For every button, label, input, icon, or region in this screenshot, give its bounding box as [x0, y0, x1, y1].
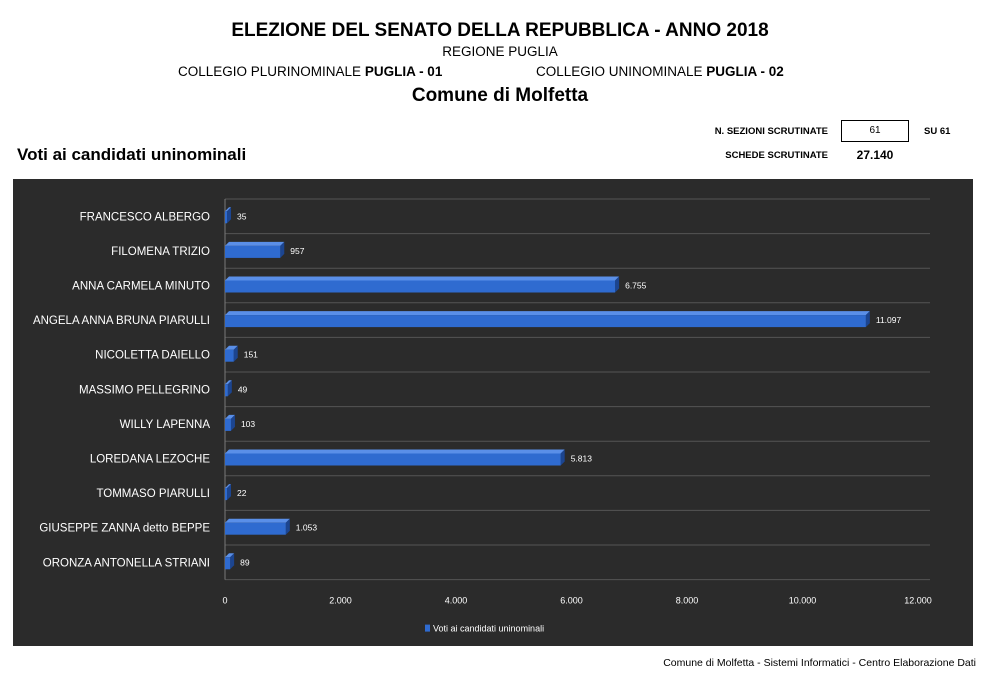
- sezioni-total: SU 61: [924, 126, 951, 137]
- bar: [225, 418, 231, 431]
- data-label: 35: [237, 211, 247, 221]
- category-label: GIUSEPPE ZANNA detto BEPPE: [39, 523, 210, 535]
- collegio-uninominale-value: PUGLIA - 02: [706, 64, 784, 79]
- legend-label: Voti ai candidati uninominali: [433, 624, 544, 634]
- bar: [225, 211, 228, 224]
- bar-end: [285, 518, 290, 535]
- category-label: MASSIMO PELLEGRINO: [79, 384, 210, 396]
- bar-end: [227, 207, 232, 224]
- bar-end: [560, 449, 565, 466]
- data-label: 89: [240, 557, 250, 567]
- data-label: 1.053: [296, 523, 318, 533]
- sezioni-value: 61: [841, 120, 909, 142]
- bar-end: [615, 276, 620, 293]
- collegio-plurinominale-label: COLLEGIO PLURINOMINALE: [178, 64, 365, 79]
- bar-chart: 0 2.000 4.000 6.000 8.000 10.000 12.000 FRANCES…: [13, 179, 973, 646]
- data-label: 103: [241, 419, 255, 429]
- category-label: FRANCESCO ALBERGO: [80, 211, 210, 223]
- bar-top: [225, 553, 235, 558]
- data-label: 5.813: [571, 454, 593, 464]
- election-title: ELEZIONE DEL SENATO DELLA REPUBBLICA - A…: [231, 20, 769, 41]
- bar: [225, 349, 234, 362]
- category-label: FILOMENA TRIZIO: [111, 246, 210, 258]
- bar-top: [225, 276, 620, 281]
- bar-top: [225, 518, 290, 523]
- bar-top: [225, 449, 565, 454]
- collegio-plurinominale-value: PUGLIA - 01: [364, 64, 443, 79]
- bar-top: [225, 345, 238, 350]
- x-tick-label: 10.000: [789, 596, 817, 606]
- bar: [225, 557, 231, 570]
- x-tick-label: 2.000: [329, 596, 352, 606]
- sezioni-label: N. SEZIONI SCRUTINATE: [714, 126, 828, 137]
- data-label: 22: [237, 488, 247, 498]
- bar-top: [225, 241, 285, 246]
- category-label: ANNA CARMELA MINUTO: [72, 281, 210, 293]
- bar-top: [225, 414, 235, 419]
- collegio-uninominale-label: COLLEGIO UNINOMINALE: [536, 64, 707, 79]
- data-label: 151: [244, 350, 258, 360]
- chart-area: 0 2.000 4.000 6.000 8.000 10.000 12.000 FRANCES…: [13, 179, 973, 646]
- bar-top: [225, 380, 232, 385]
- data-label: 11.097: [876, 315, 902, 325]
- bar-end: [230, 553, 235, 570]
- legend-swatch: [425, 624, 430, 632]
- x-tick-label: 6.000: [560, 596, 583, 606]
- collegio-plurinominale: COLLEGIO PLURINOMINALE PUGLIA - 01: [178, 64, 442, 79]
- category-label: ANGELA ANNA BRUNA PIARULLI: [33, 315, 210, 327]
- bar-end: [280, 241, 285, 258]
- bar-end: [233, 345, 238, 362]
- comune-title: Comune di Molfetta: [411, 85, 589, 106]
- category-label: NICOLETTA DAIELLO: [95, 350, 210, 362]
- category-label: WILLY LAPENNA: [120, 419, 211, 431]
- bar-top: [225, 311, 870, 316]
- bar-top: [225, 484, 231, 489]
- x-tick-label: 4.000: [445, 596, 468, 606]
- chart-background: [13, 179, 973, 646]
- schede-value: 27.140: [856, 148, 894, 162]
- data-label: 49: [238, 384, 248, 394]
- chart-title: Voti ai candidati uninominali: [17, 145, 247, 164]
- x-tick-label: 0: [222, 596, 227, 606]
- bar: [225, 453, 561, 466]
- region-label: REGIONE PUGLIA: [442, 44, 558, 59]
- collegio-uninominale: COLLEGIO UNINOMINALE PUGLIA - 02: [536, 64, 784, 79]
- bar-top: [225, 207, 232, 212]
- bar-end: [227, 484, 231, 501]
- bar: [225, 315, 866, 328]
- bar: [225, 384, 228, 397]
- category-label: LOREDANA LEZOCHE: [90, 454, 210, 466]
- x-tick-label: 8.000: [676, 596, 699, 606]
- schede-label: SCHEDE SCRUTINATE: [725, 150, 828, 161]
- bar-end: [227, 380, 232, 397]
- footer-credit: Comune di Molfetta - Sistemi Informatici…: [663, 657, 976, 669]
- bar: [225, 488, 227, 501]
- data-label: 6.755: [625, 281, 647, 291]
- bar: [225, 522, 286, 535]
- bar: [225, 245, 281, 258]
- category-label: ORONZA ANTONELLA STRIANI: [43, 557, 210, 569]
- data-label: 957: [290, 246, 304, 256]
- x-tick-label: 12.000: [904, 596, 932, 606]
- category-label: TOMMASO PIARULLI: [96, 488, 210, 500]
- bar: [225, 280, 616, 293]
- bar-end: [230, 414, 235, 431]
- bar-end: [865, 311, 870, 328]
